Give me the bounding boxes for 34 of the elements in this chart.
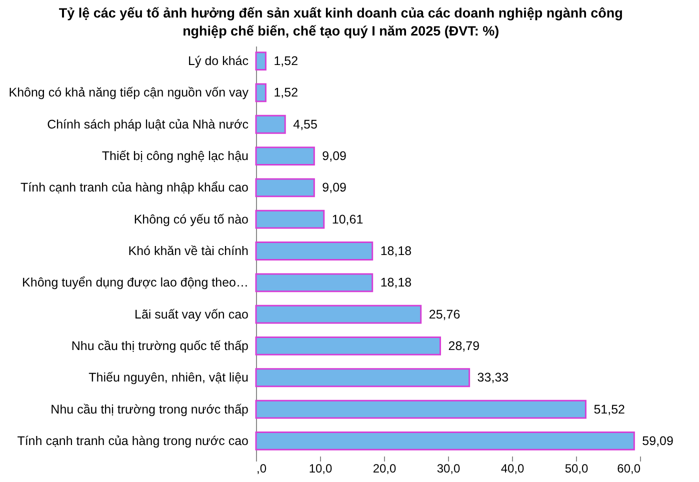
x-tick-label: ,0	[256, 462, 267, 476]
data-label: 4,55	[293, 117, 318, 132]
y-tick-label: Thiếu nguyên, nhiên, vật liệu	[88, 370, 249, 385]
data-label: 25,76	[428, 307, 460, 322]
x-tick-label: 20,0	[372, 462, 396, 476]
x-tick-label: 60,0	[617, 462, 641, 476]
y-tick-label: Nhu cầu thị trường quốc tế thấp	[71, 338, 249, 353]
data-label: 1,52	[274, 54, 298, 68]
data-label: 9,09	[322, 180, 347, 195]
y-tick-label: Lãi suất vay vốn cao	[134, 307, 249, 322]
y-tick-label: Khó khăn về tài chính	[128, 244, 249, 258]
y-tick-label: Lý do khác	[188, 54, 248, 68]
y-tick-label: Tính cạnh tranh của hàng nhập khẩu cao	[20, 180, 249, 195]
x-tick-label: 30,0	[436, 462, 460, 476]
data-label: 28,79	[448, 338, 480, 353]
y-tick-label: Chính sách pháp luật của Nhà nước	[47, 117, 248, 132]
y-tick-label: Nhu cầu thị trường trong nước thấp	[50, 402, 249, 416]
data-label: 18,18	[380, 244, 412, 258]
chart-title: Tỷ lệ các yếu tố ảnh hưởng đến sản xuất kinh doanh của các doanh nghiệp ngành công nghiệp chế biến, chế tạo quý I năm 2025 (ĐVT: %)	[58, 6, 623, 38]
data-label: 10,61	[332, 212, 364, 226]
data-label: 9,09	[322, 149, 347, 164]
data-label: 33,33	[477, 370, 509, 385]
data-label: 1,52	[274, 86, 298, 100]
y-tick-label: Không tuyển dụng được lao động theo…	[22, 276, 248, 290]
y-tick-label: Thiết bị công nghệ lạc hậu	[102, 149, 249, 164]
y-tick-label: Không có khả năng tiếp cận nguồn vốn vay	[8, 86, 250, 100]
y-tick-label: Không có yếu tố nào	[134, 212, 249, 226]
x-tick-label: 50,0	[564, 462, 588, 476]
y-tick-label: Tính cạnh tranh của hàng trong nước cao	[17, 434, 249, 448]
data-label: 59,09	[642, 434, 674, 448]
x-tick-label: 10,0	[308, 462, 332, 476]
data-label: 18,18	[380, 276, 412, 290]
x-tick-label: 40,0	[500, 462, 524, 476]
data-label: 51,52	[594, 402, 626, 416]
